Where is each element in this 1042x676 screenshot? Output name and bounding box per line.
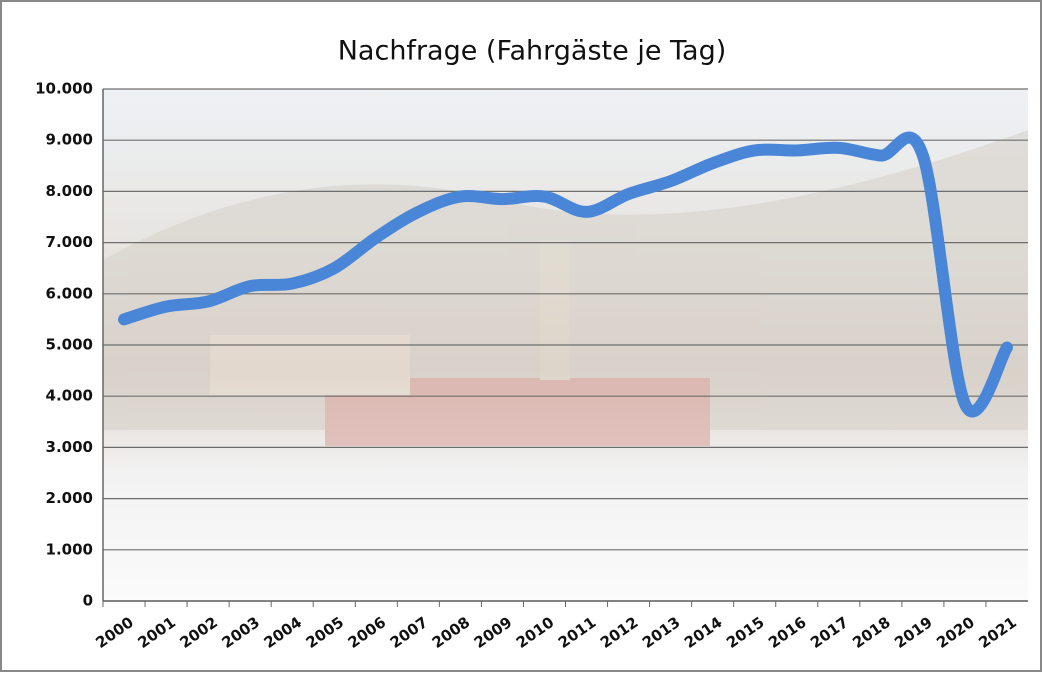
y-tick-label: 9.000 xyxy=(46,131,93,149)
y-tick-label: 8.000 xyxy=(46,182,93,200)
y-tick-label: 5.000 xyxy=(46,336,93,354)
y-tick-label: 0 xyxy=(83,592,93,610)
y-tick-label: 7.000 xyxy=(46,233,93,251)
y-tick-label: 1.000 xyxy=(46,540,93,558)
y-tick-label: 10.000 xyxy=(35,80,93,98)
tower xyxy=(540,240,570,380)
chart-title: Nachfrage (Fahrgäste je Tag) xyxy=(338,36,727,67)
house xyxy=(210,335,410,395)
y-tick-label: 3.000 xyxy=(46,438,93,456)
y-tick-label: 4.000 xyxy=(46,387,93,405)
y-tick-label: 6.000 xyxy=(46,284,93,302)
y-tick-label: 2.000 xyxy=(46,489,93,507)
chart: Nachfrage (Fahrgäste je Tag) 0 1.000 2.000… xyxy=(0,0,1042,672)
